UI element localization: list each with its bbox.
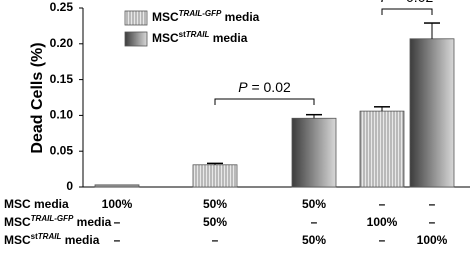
row-label-suffix: media (61, 233, 99, 247)
table-cell: 100% (417, 233, 448, 247)
row-label-suffix: media (73, 215, 111, 229)
y-tick-label: 0.05 (50, 143, 74, 157)
legend-swatch (124, 31, 148, 47)
annotation-value: = 0.02 (390, 0, 433, 5)
row-label-text: MSC media (4, 197, 69, 211)
table-cell: 100% (102, 197, 133, 211)
row-label: MSC media (4, 197, 69, 211)
error-bar (424, 22, 440, 39)
table-cell: – (114, 233, 121, 247)
bar (359, 110, 405, 188)
table-cell: – (429, 215, 436, 229)
significance-bracket (381, 8, 433, 15)
table-cell: – (379, 197, 386, 211)
bar (409, 38, 455, 188)
y-tick-label: 0 (66, 179, 73, 193)
legend-label-suffix: media (221, 10, 259, 24)
legend-label-sup: TRAIL-GFP (179, 9, 222, 18)
legend-label-suffix: media (209, 31, 247, 45)
error-bar (374, 106, 390, 112)
table-cell: 100% (367, 215, 398, 229)
table-cell: 50% (203, 215, 227, 229)
error-bar (207, 162, 223, 165)
bar (192, 164, 238, 188)
legend-swatch (124, 10, 148, 26)
annotation-p: P (238, 79, 248, 95)
table-cell: – (311, 215, 318, 229)
error-bar (306, 113, 322, 119)
row-label-text: MSC (4, 233, 31, 247)
legend-label-text: MSC (152, 10, 179, 24)
row-label-sup: TRAIL (38, 232, 62, 241)
table-cell: 50% (203, 197, 227, 211)
annotation-p: P (381, 0, 391, 5)
y-axis-label: Dead Cells (%) (29, 42, 46, 153)
row-label: MSCstTRAIL media (4, 232, 100, 247)
legend-label: MSCTRAIL-GFP media (152, 9, 260, 24)
table-cell: – (429, 197, 436, 211)
y-tick-label: 0.20 (50, 36, 74, 50)
table-cell: 50% (302, 197, 326, 211)
row-label-sup: st (31, 232, 38, 241)
annotation-value: = 0.02 (248, 79, 291, 95)
y-tick-label: 0.25 (50, 0, 74, 14)
legend-label-text: MSC (152, 31, 179, 45)
legend-label-sup: st (179, 30, 186, 39)
bar (94, 184, 140, 188)
table-cell: – (379, 233, 386, 247)
row-label-text: MSC (4, 215, 31, 229)
table-cell: 50% (302, 233, 326, 247)
legend-label: MSCstTRAIL media (152, 30, 248, 45)
table-cell: – (212, 233, 219, 247)
y-tick-label: 0.15 (50, 72, 74, 86)
annotation: P = 0.02 (381, 0, 434, 5)
y-tick-label: 0.10 (50, 108, 74, 122)
legend-label-sup: TRAIL (186, 30, 210, 39)
annotation: P = 0.02 (238, 79, 291, 95)
table-cell: – (114, 215, 121, 229)
row-label: MSCTRAIL-GFP media (4, 214, 112, 229)
row-label-sup: TRAIL-GFP (31, 214, 74, 223)
significance-bracket (214, 98, 315, 105)
bar (291, 117, 337, 188)
